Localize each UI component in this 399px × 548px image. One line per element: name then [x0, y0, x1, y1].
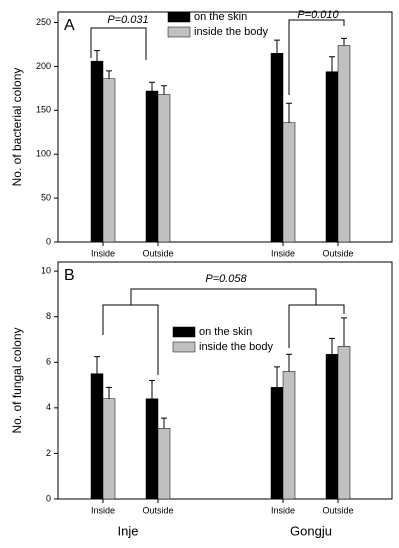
- error-bar: [149, 380, 155, 399]
- panel-label: A: [64, 17, 75, 34]
- y-tick-label: 0: [46, 236, 51, 246]
- legend-swatch: [167, 26, 191, 38]
- bar: [270, 53, 284, 243]
- bar: [102, 398, 116, 500]
- y-tick-label: 8: [46, 311, 51, 321]
- y-tick-label: 100: [36, 149, 51, 159]
- error-bar: [286, 353, 292, 372]
- significance-bracket: [288, 304, 345, 348]
- legend-label: inside the body: [199, 341, 273, 353]
- p-value-annotation: P=0.010: [297, 9, 339, 21]
- significance-bracket: [90, 27, 147, 60]
- bar: [282, 371, 296, 500]
- significance-bracket: [130, 288, 317, 305]
- p-value-annotation: P=0.058: [205, 273, 247, 285]
- legend-label: inside the body: [194, 26, 268, 38]
- error-bar: [161, 417, 167, 429]
- y-tick-label: 10: [41, 265, 51, 275]
- x-tick-label: Outside: [142, 248, 173, 258]
- error-bar: [329, 337, 335, 355]
- bar: [102, 78, 116, 243]
- error-bar: [149, 81, 155, 92]
- bar: [157, 94, 171, 243]
- legend-swatch: [172, 326, 196, 338]
- legend-label: on the skin: [194, 11, 247, 23]
- group-label: Inje: [118, 523, 139, 538]
- significance-bracket: [288, 19, 345, 95]
- error-bar: [161, 85, 167, 95]
- bar: [325, 354, 339, 500]
- y-tick-label: 150: [36, 105, 51, 115]
- p-value-annotation: P=0.031: [107, 14, 148, 26]
- x-tick-label: Inside: [271, 505, 295, 515]
- x-tick-label: Inside: [91, 248, 115, 258]
- bar: [337, 45, 351, 243]
- error-bar: [341, 37, 347, 46]
- x-tick-label: Outside: [142, 505, 173, 515]
- error-bar: [274, 39, 280, 54]
- y-tick-label: 50: [41, 192, 51, 202]
- y-tick-label: 250: [36, 17, 51, 27]
- group-label: Gongju: [290, 523, 332, 538]
- y-tick-label: 0: [46, 493, 51, 503]
- y-axis-label: No. of fungal colony: [10, 327, 24, 433]
- x-tick-label: Outside: [322, 248, 353, 258]
- bar: [337, 346, 351, 500]
- y-tick-label: 200: [36, 61, 51, 71]
- bar: [270, 387, 284, 500]
- error-bar: [286, 102, 292, 123]
- y-tick-label: 4: [46, 402, 51, 412]
- bar: [325, 71, 339, 243]
- error-bar: [94, 356, 100, 374]
- error-bar: [341, 317, 347, 347]
- plot-frame: [57, 261, 393, 500]
- bar: [145, 90, 159, 243]
- bar: [157, 428, 171, 500]
- y-tick-label: 2: [46, 448, 51, 458]
- legend-label: on the skin: [199, 326, 252, 338]
- bar: [145, 398, 159, 500]
- error-bar: [274, 366, 280, 388]
- plot-frame: [57, 11, 393, 243]
- y-tick-label: 6: [46, 357, 51, 367]
- legend-swatch: [172, 341, 196, 353]
- error-bar: [94, 50, 100, 62]
- error-bar: [329, 56, 335, 72]
- bar: [282, 122, 296, 243]
- error-bar: [106, 386, 112, 399]
- panel-label: B: [64, 267, 75, 284]
- legend-swatch: [167, 11, 191, 23]
- x-tick-label: Inside: [271, 248, 295, 258]
- bar: [90, 373, 104, 500]
- bar: [90, 60, 104, 243]
- y-axis-label: No. of bacterial colony: [10, 68, 24, 187]
- significance-bracket: [102, 304, 159, 375]
- error-bar: [106, 70, 112, 79]
- x-tick-label: Outside: [322, 505, 353, 515]
- x-tick-label: Inside: [91, 505, 115, 515]
